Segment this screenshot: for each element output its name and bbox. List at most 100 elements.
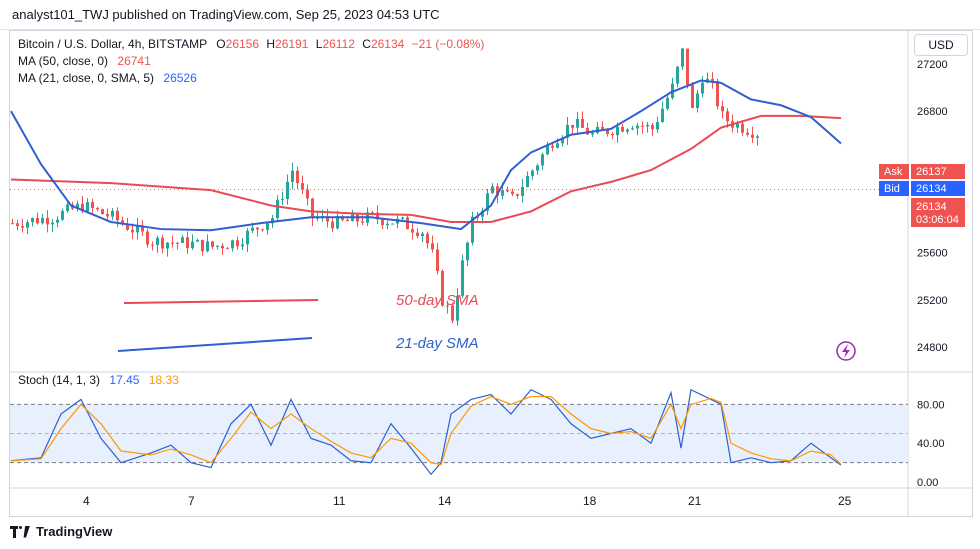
candle-body <box>621 126 624 132</box>
stoch-tick-label: 80.00 <box>917 399 945 411</box>
candle-body <box>41 217 44 224</box>
candle-body <box>106 214 109 217</box>
candle-body <box>446 305 449 307</box>
candles <box>11 48 759 326</box>
ma50-label: MA (50, close, 0) <box>18 54 109 68</box>
candle <box>76 200 79 212</box>
stoch-tick-label: 0.00 <box>917 477 938 489</box>
candle <box>281 191 284 206</box>
candle-body <box>326 216 329 222</box>
candle <box>506 186 509 193</box>
candle <box>631 125 634 131</box>
time-tick-label: 21 <box>688 494 702 508</box>
candle <box>231 239 234 252</box>
candle <box>596 122 599 135</box>
candle-body <box>701 82 704 94</box>
candle <box>621 124 624 133</box>
svg-text:26134: 26134 <box>916 183 947 195</box>
candle <box>91 198 94 215</box>
price-axis: 27200268002600025600252002480080.0040.00… <box>917 59 948 489</box>
candle <box>286 174 289 205</box>
candle <box>686 48 689 89</box>
candle-body <box>531 170 534 176</box>
footer-bar <box>0 517 980 549</box>
candle <box>711 72 714 89</box>
candle-body <box>751 134 754 138</box>
candle <box>296 166 299 189</box>
tradingview-logo[interactable]: TradingView <box>10 524 112 539</box>
candle <box>701 76 704 98</box>
ma50-value: 26741 <box>117 54 151 68</box>
candle <box>666 94 669 111</box>
chart-frame <box>9 30 973 517</box>
candle-body <box>51 222 54 225</box>
candle <box>11 218 14 225</box>
candle <box>291 162 294 190</box>
candle-body <box>551 145 554 148</box>
currency-selector[interactable]: USD <box>914 34 968 56</box>
candle-body <box>256 227 259 230</box>
candle-body <box>406 217 409 230</box>
candle-body <box>591 132 594 135</box>
symbol-legend: Bitcoin / U.S. Dollar, 4h, BITSTAMP O261… <box>18 37 484 51</box>
candle-body <box>186 237 189 249</box>
candle-body <box>556 143 559 148</box>
candle-body <box>76 203 79 209</box>
candle-body <box>16 223 19 227</box>
candle <box>206 234 209 253</box>
candle-body <box>216 245 219 247</box>
candle-body <box>371 212 374 214</box>
candle-body <box>261 229 264 231</box>
time-tick-label: 7 <box>188 494 195 508</box>
candle-body <box>146 231 149 245</box>
sma50-annotation-line <box>123 299 319 304</box>
candle-body <box>171 242 174 244</box>
candle <box>16 219 19 231</box>
candle <box>146 228 149 248</box>
candle-body <box>251 227 254 231</box>
candle-body <box>11 223 14 225</box>
candle <box>421 231 424 243</box>
candle-body <box>511 191 514 195</box>
candle-body <box>416 232 419 237</box>
candle <box>151 241 154 251</box>
candle-body <box>306 189 309 199</box>
lightning-icon[interactable] <box>836 341 856 361</box>
candle-body <box>211 241 214 247</box>
low-value: 26112 <box>322 37 355 51</box>
candle-body <box>481 210 484 217</box>
candle <box>486 188 489 216</box>
stoch-tick-label: 40.00 <box>917 438 945 450</box>
candle-body <box>611 133 614 136</box>
candle <box>351 209 354 222</box>
candle-body <box>616 126 619 136</box>
candle-body <box>541 154 544 166</box>
candle-body <box>336 216 339 229</box>
candle <box>131 223 134 240</box>
candle <box>531 169 534 180</box>
candle <box>26 219 29 235</box>
candle-body <box>536 165 539 171</box>
ma50-legend: MA (50, close, 0) 26741 <box>18 54 151 68</box>
candle <box>536 163 539 175</box>
candle <box>671 77 674 100</box>
ma21-label: MA (21, close, 0, SMA, 5) <box>18 71 155 85</box>
candle <box>56 216 59 228</box>
candle-body <box>201 239 204 252</box>
candle <box>261 228 264 232</box>
candle <box>181 235 184 244</box>
symbol-name: Bitcoin / U.S. Dollar, 4h, BITSTAMP <box>18 37 207 51</box>
tradingview-brand: TradingView <box>36 524 113 539</box>
stoch-d-value: 18.33 <box>148 373 179 387</box>
candle-body <box>296 170 299 184</box>
svg-text:26137: 26137 <box>916 166 947 178</box>
time-tick-label: 14 <box>438 494 452 508</box>
candle-body <box>276 199 279 219</box>
candle <box>446 300 449 314</box>
candle <box>21 218 24 233</box>
candle-body <box>376 212 379 220</box>
ma-lines <box>10 79 908 232</box>
candle <box>751 126 754 143</box>
candle-body <box>286 181 289 200</box>
